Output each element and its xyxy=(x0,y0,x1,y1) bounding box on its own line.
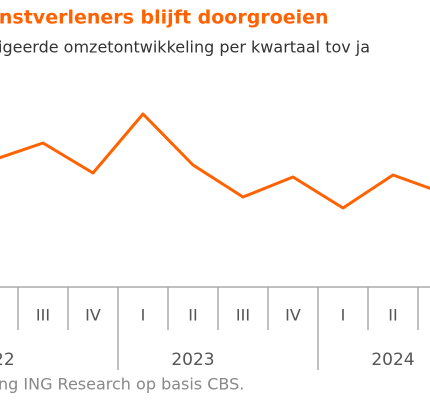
data-line xyxy=(0,112,430,210)
chart-title: enstverleners blijft doorgroeien xyxy=(0,7,329,29)
x-tick-label: I xyxy=(141,306,146,325)
x-tick-label: III xyxy=(36,306,50,325)
chart-subtitle: igeerde omzetontwikkeling per kwartaal t… xyxy=(0,38,370,57)
year-label: 2022 xyxy=(0,350,15,370)
x-tick-label: IV xyxy=(285,306,301,325)
x-tick-label: I xyxy=(341,306,346,325)
x-tick-label: II xyxy=(188,306,197,325)
source-note: ng ING Research op basis CBS. xyxy=(0,375,244,394)
year-label: 2023 xyxy=(171,350,214,370)
x-tick-label: II xyxy=(388,306,397,325)
year-label: 2024 xyxy=(371,350,414,370)
x-tick-label: III xyxy=(236,306,250,325)
x-tick-label: IV xyxy=(85,306,101,325)
